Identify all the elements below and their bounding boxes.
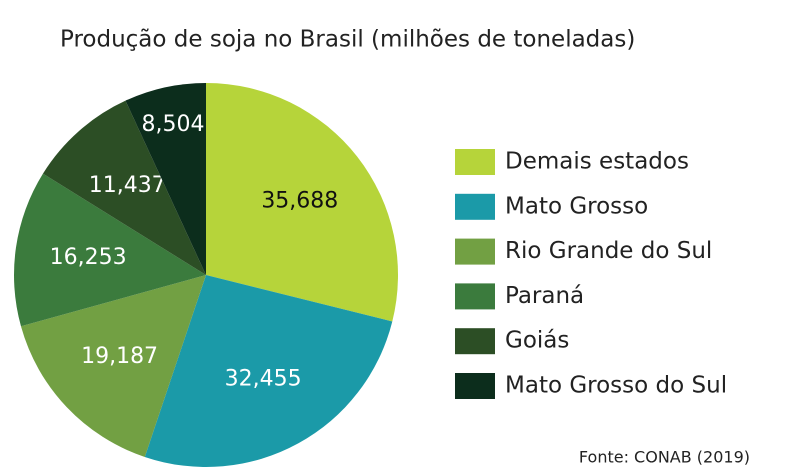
pie-slice bbox=[20, 275, 206, 457]
legend-label: Paraná bbox=[505, 283, 584, 309]
data-label: 16,253 bbox=[50, 245, 127, 270]
legend-swatch bbox=[455, 238, 495, 265]
pie-slice bbox=[144, 275, 393, 468]
pie-slice bbox=[42, 100, 206, 275]
pie-slice bbox=[13, 173, 206, 327]
legend-label: Mato Grosso do Sul bbox=[505, 373, 727, 399]
pie-slice bbox=[206, 83, 398, 322]
legend-swatch bbox=[455, 193, 495, 220]
legend-label: Demais estados bbox=[505, 149, 689, 175]
source: Fonte: CONAB (2019) bbox=[579, 448, 750, 467]
data-label: 35,688 bbox=[261, 189, 338, 214]
chart-title: Produção de soja no Brasil (milhões de t… bbox=[60, 27, 635, 53]
data-label: 11,437 bbox=[89, 173, 166, 198]
legend-swatch bbox=[455, 149, 495, 175]
legend-label: Goiás bbox=[505, 328, 569, 354]
data-label: 32,455 bbox=[225, 366, 302, 391]
legend-label: Mato Grosso bbox=[505, 193, 648, 219]
data-label: 8,504 bbox=[142, 112, 205, 137]
legend-swatch bbox=[455, 283, 495, 310]
legend-label: Rio Grande do Sul bbox=[505, 238, 712, 264]
pie-slice bbox=[125, 83, 206, 275]
legend-swatch bbox=[455, 328, 495, 355]
legend-swatch bbox=[455, 373, 495, 399]
data-label: 19,187 bbox=[81, 344, 158, 369]
